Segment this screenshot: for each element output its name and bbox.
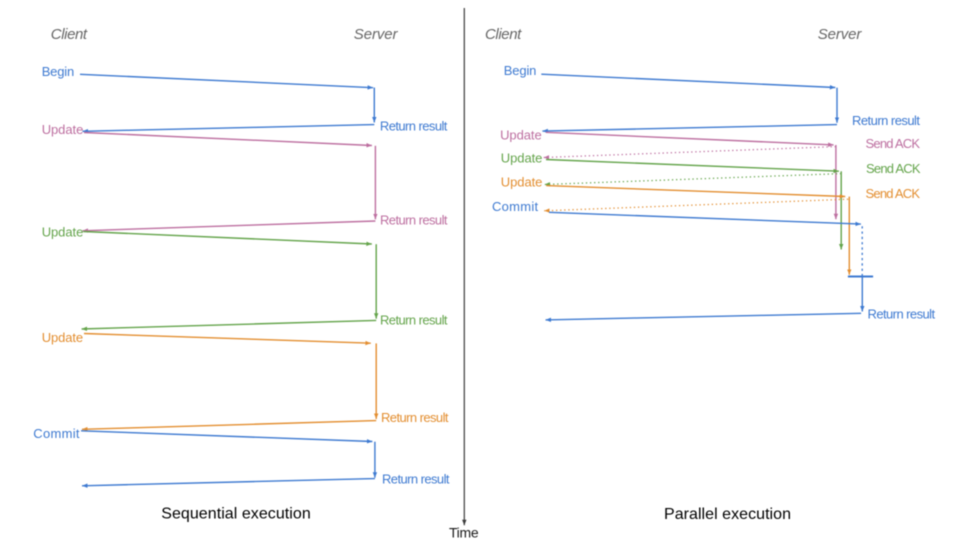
svg-text:Send ACK: Send ACK bbox=[866, 161, 921, 176]
svg-text:Begin: Begin bbox=[504, 63, 537, 78]
svg-text:Update: Update bbox=[501, 150, 543, 165]
svg-text:Return result: Return result bbox=[852, 113, 920, 128]
svg-text:Server: Server bbox=[818, 26, 863, 43]
svg-text:Begin: Begin bbox=[42, 64, 74, 79]
svg-text:Time: Time bbox=[449, 525, 479, 540]
svg-text:Return result: Return result bbox=[381, 410, 449, 425]
svg-text:Sequential execution: Sequential execution bbox=[161, 506, 311, 523]
svg-text:Update: Update bbox=[42, 330, 83, 345]
svg-text:Return result: Return result bbox=[382, 471, 450, 486]
svg-text:Commit: Commit bbox=[33, 426, 80, 441]
svg-text:Return result: Return result bbox=[868, 307, 936, 322]
svg-text:Client: Client bbox=[51, 26, 88, 43]
svg-text:Update: Update bbox=[42, 225, 84, 240]
svg-text:Send ACK: Send ACK bbox=[866, 136, 921, 151]
svg-text:Client: Client bbox=[485, 26, 522, 43]
svg-text:Parallel execution: Parallel execution bbox=[664, 506, 791, 523]
svg-text:Commit: Commit bbox=[492, 199, 538, 214]
svg-text:Update: Update bbox=[501, 174, 543, 189]
svg-text:Send ACK: Send ACK bbox=[866, 186, 921, 201]
svg-text:Return result: Return result bbox=[380, 312, 448, 327]
svg-text:Update: Update bbox=[42, 122, 84, 137]
svg-text:Server: Server bbox=[354, 26, 399, 43]
svg-text:Update: Update bbox=[500, 127, 542, 142]
svg-text:Return result: Return result bbox=[380, 119, 448, 134]
svg-text:Return result: Return result bbox=[380, 213, 448, 228]
